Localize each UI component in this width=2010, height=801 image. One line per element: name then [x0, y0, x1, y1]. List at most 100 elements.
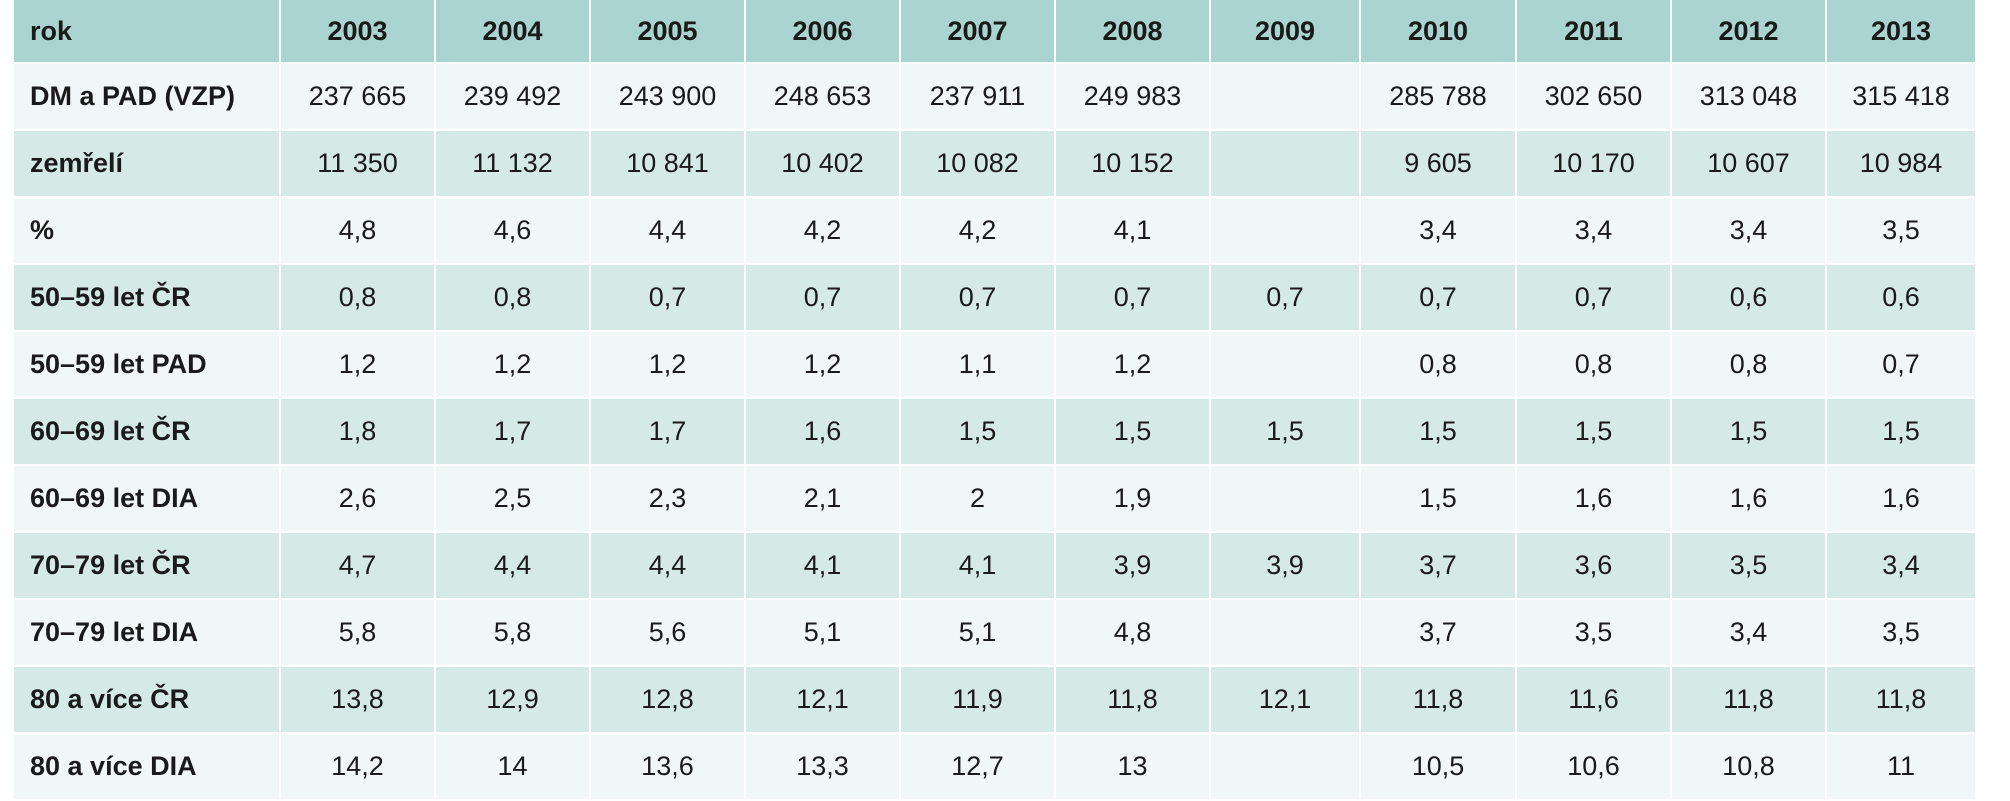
row-label: %: [14, 197, 281, 265]
table-cell: 3,4: [1826, 532, 1977, 600]
table-cell: 0,8: [435, 264, 591, 332]
table-cell: 0,7: [1210, 264, 1361, 332]
table-cell: 0,6: [1826, 264, 1977, 332]
table-cell: 11 350: [280, 130, 436, 198]
table-row: 80 a více DIA 14,2 14 13,6 13,3 12,7 13 10,5 10,…: [14, 733, 1977, 801]
table-cell: 4,4: [435, 532, 591, 600]
table-cell: 4,2: [900, 197, 1056, 265]
header-cell-year: 2003: [280, 0, 436, 64]
table-cell: 13,6: [590, 733, 746, 801]
table-row: 60–69 let ČR 1,8 1,7 1,7 1,6 1,5 1,5 1,5 1,5 1,5 1…: [14, 398, 1977, 466]
table-cell: 10 170: [1516, 130, 1672, 198]
table-cell: 11,8: [1826, 666, 1977, 734]
table-cell: 11 132: [435, 130, 591, 198]
table-cell: 10 082: [900, 130, 1056, 198]
row-label: 50–59 let PAD: [14, 331, 281, 399]
table-cell: 11,8: [1671, 666, 1827, 734]
table-cell: 10 402: [745, 130, 901, 198]
table-cell: 10 607: [1671, 130, 1827, 198]
table-cell: 2,6: [280, 465, 436, 533]
header-cell-year: 2013: [1826, 0, 1977, 64]
table-cell: 13: [1055, 733, 1211, 801]
table-cell: 1,2: [745, 331, 901, 399]
table-cell: 4,4: [590, 532, 746, 600]
row-label: 80 a více ČR: [14, 666, 281, 734]
table-cell: 2: [900, 465, 1056, 533]
table-cell: 285 788: [1360, 63, 1517, 131]
table-row: 60–69 let DIA 2,6 2,5 2,3 2,1 2 1,9 1,5 1,6 1,6 1,…: [14, 465, 1977, 533]
table-cell: 1,6: [1826, 465, 1977, 533]
table-cell: 11,6: [1516, 666, 1672, 734]
table-cell: 2,1: [745, 465, 901, 533]
table-cell: 4,1: [745, 532, 901, 600]
table-cell: 1,6: [1671, 465, 1827, 533]
table-cell: 13,3: [745, 733, 901, 801]
table-cell: 12,1: [745, 666, 901, 734]
table-cell: [1210, 331, 1361, 399]
table-row: DM a PAD (VZP) 237 665 239 492 243 900 248 6…: [14, 63, 1977, 131]
table-row: 80 a více ČR 13,8 12,9 12,8 12,1 11,9 11,8 12,1…: [14, 666, 1977, 734]
table-cell: 1,8: [280, 398, 436, 466]
row-label: 60–69 let DIA: [14, 465, 281, 533]
table-cell: 0,7: [1360, 264, 1517, 332]
table-cell: 313 048: [1671, 63, 1827, 131]
table-cell: 12,7: [900, 733, 1056, 801]
table-cell: 239 492: [435, 63, 591, 131]
header-cell-year: 2006: [745, 0, 901, 64]
table-cell: 14,2: [280, 733, 436, 801]
table-cell: 315 418: [1826, 63, 1977, 131]
table-cell: 5,6: [590, 599, 746, 667]
table-cell: 0,7: [1826, 331, 1977, 399]
row-label: 50–59 let ČR: [14, 264, 281, 332]
table-cell: 2,5: [435, 465, 591, 533]
table-cell: 3,4: [1671, 599, 1827, 667]
table-cell: 1,5: [1360, 398, 1517, 466]
table-cell: 11,8: [1360, 666, 1517, 734]
table-cell: 11,9: [900, 666, 1056, 734]
table-cell: 0,8: [1360, 331, 1517, 399]
table-cell: 1,1: [900, 331, 1056, 399]
table-header-row: rok 2003 2004 2005 2006 2007 2008 2009 2010 2011 2…: [14, 0, 1977, 64]
table-cell: 4,7: [280, 532, 436, 600]
table-cell: 12,9: [435, 666, 591, 734]
table-cell: 3,7: [1360, 599, 1517, 667]
table-cell: 5,8: [435, 599, 591, 667]
table-cell: 3,9: [1055, 532, 1211, 600]
table-row: % 4,8 4,6 4,4 4,2 4,2 4,1 3,4 3,4 3,4 3,5: [14, 197, 1977, 265]
table-cell: [1210, 130, 1361, 198]
table-cell: 14: [435, 733, 591, 801]
table-cell: 1,9: [1055, 465, 1211, 533]
row-label: zemřelí: [14, 130, 281, 198]
table-cell: 3,7: [1360, 532, 1517, 600]
table-cell: 237 911: [900, 63, 1056, 131]
table-cell: 10 984: [1826, 130, 1977, 198]
header-cell-year: 2010: [1360, 0, 1517, 64]
table-cell: 249 983: [1055, 63, 1211, 131]
table-cell: 3,5: [1516, 599, 1672, 667]
table-cell: 3,5: [1826, 197, 1977, 265]
table-cell: 4,8: [1055, 599, 1211, 667]
header-cell-year: 2007: [900, 0, 1056, 64]
header-cell-year: 2004: [435, 0, 591, 64]
table-cell: 1,5: [1671, 398, 1827, 466]
table-cell: 302 650: [1516, 63, 1672, 131]
table-cell: 5,8: [280, 599, 436, 667]
table-cell: 3,4: [1360, 197, 1517, 265]
table-cell: 1,6: [1516, 465, 1672, 533]
table-cell: 1,2: [435, 331, 591, 399]
table-cell: 3,5: [1671, 532, 1827, 600]
header-cell-year: 2005: [590, 0, 746, 64]
table-cell: 1,2: [590, 331, 746, 399]
table-cell: 243 900: [590, 63, 746, 131]
table-cell: [1210, 599, 1361, 667]
header-cell-year: 2009: [1210, 0, 1361, 64]
table-cell: 1,2: [1055, 331, 1211, 399]
table-cell: 1,5: [1360, 465, 1517, 533]
row-label: 70–79 let DIA: [14, 599, 281, 667]
table-cell: 1,5: [1516, 398, 1672, 466]
table-cell: 0,8: [1516, 331, 1672, 399]
table-cell: 0,6: [1671, 264, 1827, 332]
table-cell: 1,7: [435, 398, 591, 466]
table-cell: 5,1: [900, 599, 1056, 667]
table-cell: 3,9: [1210, 532, 1361, 600]
